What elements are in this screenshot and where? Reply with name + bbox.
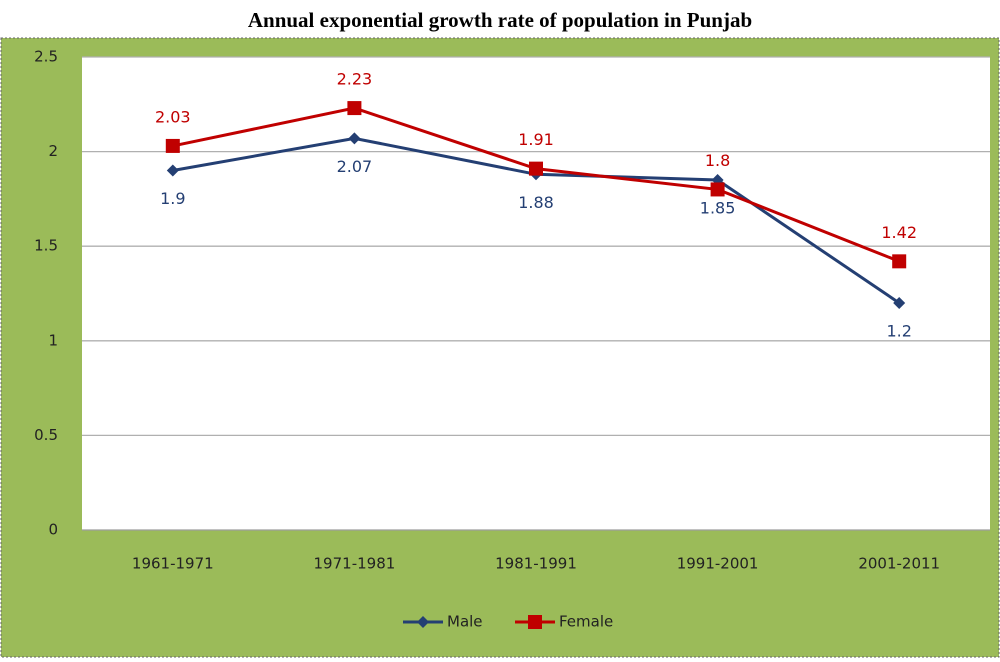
x-tick-label: 1971-1981 (314, 555, 396, 573)
marker (165, 138, 180, 153)
legend-label: Female (559, 613, 613, 631)
marker (893, 296, 906, 309)
y-tick-label: 2 (48, 142, 58, 160)
legend-marker (417, 616, 429, 628)
legend-label: Male (447, 613, 483, 631)
marker (892, 254, 907, 269)
data-label: 1.8 (705, 151, 730, 170)
plot-area (82, 57, 990, 530)
legend-marker (528, 615, 542, 629)
marker (710, 182, 725, 197)
y-tick-label: 0.5 (34, 426, 58, 444)
data-label: 2.23 (337, 70, 373, 89)
data-label: 1.88 (518, 193, 554, 212)
y-tick-label: 0 (48, 521, 58, 539)
data-label: 2.03 (155, 107, 191, 126)
y-tick-label: 1 (48, 331, 58, 349)
data-label: 1.2 (886, 321, 911, 340)
x-tick-label: 2001-2011 (858, 555, 940, 573)
marker (529, 161, 543, 176)
marker (347, 101, 362, 116)
data-label: 1.42 (881, 223, 917, 242)
chart-title: Annual exponential growth rate of popula… (248, 8, 752, 32)
marker (166, 164, 179, 177)
data-label: 1.91 (518, 130, 554, 149)
data-label: 2.07 (337, 157, 373, 176)
y-tick-label: 2.5 (34, 48, 58, 66)
x-tick-label: 1981-1991 (495, 555, 577, 573)
x-tick-label: 1961-1971 (132, 555, 214, 573)
data-label: 1.9 (160, 189, 185, 208)
marker (348, 132, 361, 145)
y-tick-label: 1.5 (34, 237, 58, 255)
data-label: 1.85 (700, 198, 736, 217)
x-tick-label: 1991-2001 (677, 555, 759, 573)
